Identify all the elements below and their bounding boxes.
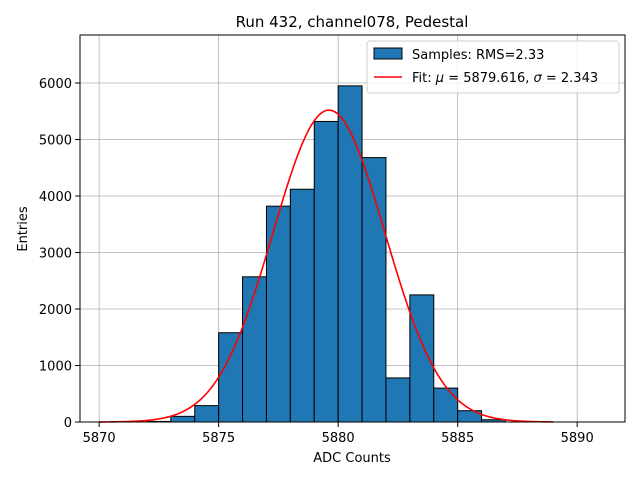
legend-histogram-swatch (373, 47, 403, 60)
y-tick-label: 6000 (39, 77, 72, 92)
x-tick-label: 5885 (441, 431, 474, 446)
histogram-bar (242, 276, 267, 423)
x-axis-label: ADC Counts (313, 451, 391, 466)
y-axis-label: Entries (16, 206, 31, 252)
y-tick-label: 0 (64, 416, 72, 431)
histogram-bar (170, 415, 196, 423)
x-tick-label: 5870 (83, 431, 116, 446)
legend-fit-label: Fit: μ = 5879.616, σ = 2.343 (412, 71, 598, 86)
histogram-bar (289, 188, 315, 423)
histogram-bar (385, 377, 411, 423)
y-tick-label: 4000 (39, 190, 72, 205)
legend-fit-sigma-value: = 2.343 (542, 71, 598, 86)
legend: Samples: RMS=2.33 Fit: μ = 5879.616, σ =… (366, 40, 620, 94)
histogram-bars (146, 85, 506, 423)
y-tick-label: 2000 (39, 303, 72, 318)
legend-fit-sigma-symbol: σ (534, 71, 543, 86)
histogram-bar (337, 85, 363, 423)
y-axis-ticks: 0 1000 2000 3000 4000 5000 6000 (39, 77, 80, 431)
y-tick-label: 3000 (39, 247, 72, 262)
legend-fit-mu-value: = 5879.616, (444, 71, 533, 86)
x-tick-label: 5890 (561, 431, 594, 446)
chart-title: Run 432, channel078, Pedestal (236, 13, 469, 31)
fit-curve (99, 109, 554, 423)
y-tick-label: 1000 (39, 360, 72, 375)
histogram-bar (313, 120, 339, 423)
histogram-bar (409, 294, 435, 423)
legend-fit-prefix: Fit: (412, 71, 436, 86)
plot-frame (79, 34, 626, 423)
x-tick-label: 5875 (202, 431, 235, 446)
y-tick-label: 5000 (39, 134, 72, 149)
histogram-bar (433, 387, 459, 423)
x-axis-ticks: 5870 5875 5880 5885 5890 (83, 422, 594, 446)
x-tick-label: 5880 (322, 431, 355, 446)
legend-box (366, 40, 620, 94)
histogram-bar (194, 405, 220, 423)
legend-histogram-label: Samples: RMS=2.33 (412, 48, 544, 63)
histogram-bar (265, 205, 291, 423)
legend-fit-mu-symbol: μ (435, 71, 444, 86)
histogram-bar (218, 332, 244, 423)
